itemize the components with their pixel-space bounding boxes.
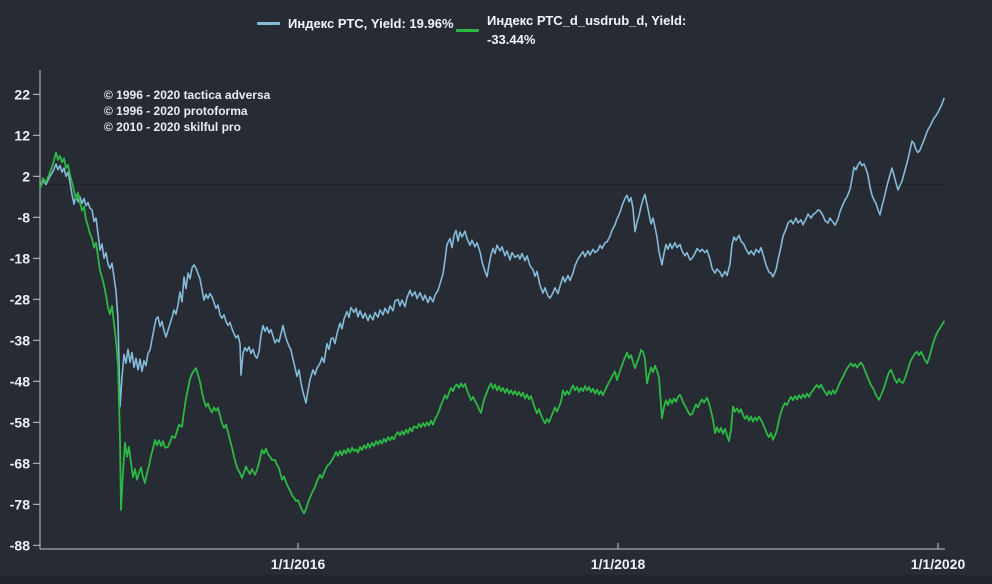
y-tick-label: -88	[10, 537, 30, 553]
series-line-swatch-blue	[257, 22, 280, 25]
y-tick-label: -38	[10, 332, 30, 348]
x-tick-label: 1/1/2016	[271, 556, 326, 572]
y-tick-label: -18	[10, 250, 30, 266]
legend-label-rts-usdrub: Индекс РТС_d_usdrub_d, Yield: -33.44%	[487, 13, 687, 47]
series-line-rts-usdrub	[39, 151, 945, 515]
y-tick-label: 2	[22, 168, 30, 184]
x-tick-label: 1/1/2020	[911, 556, 966, 572]
legend-entry-rts[interactable]: Индекс РТС, Yield: 19.96%	[257, 14, 454, 33]
y-tick-label: -58	[10, 414, 30, 430]
y-tick-label: -68	[10, 455, 30, 471]
y-tick-label: 12	[14, 127, 30, 143]
legend-label-rts: Индекс РТС, Yield: 19.96%	[288, 16, 454, 31]
y-tick-label: -78	[10, 496, 30, 512]
y-tick-label: 22	[14, 86, 30, 102]
copyright-line-3: © 2010 - 2020 skilful pro	[104, 120, 241, 134]
copyright-line-2: © 1996 - 2020 protoforma	[104, 104, 248, 118]
copyright-line-1: © 1996 - 2020 tactica adversa	[104, 88, 271, 102]
y-tick-label: -8	[18, 209, 31, 225]
y-tick-label: -28	[10, 291, 30, 307]
footer-band	[0, 575, 992, 584]
copyright-block: © 1996 - 2020 tactica adversa © 1996 - 2…	[104, 87, 270, 135]
series-line-swatch-green	[456, 28, 479, 32]
legend-entry-rts-usdrub[interactable]: Индекс РТС_d_usdrub_d, Yield: -33.44%	[456, 11, 686, 49]
x-tick-label: 1/1/2018	[591, 556, 646, 572]
y-tick-label: -48	[10, 373, 30, 389]
series-line-rts	[39, 97, 945, 408]
chart-legend: Индекс РТС, Yield: 19.96% Индекс РТС_d_u…	[0, 0, 992, 56]
